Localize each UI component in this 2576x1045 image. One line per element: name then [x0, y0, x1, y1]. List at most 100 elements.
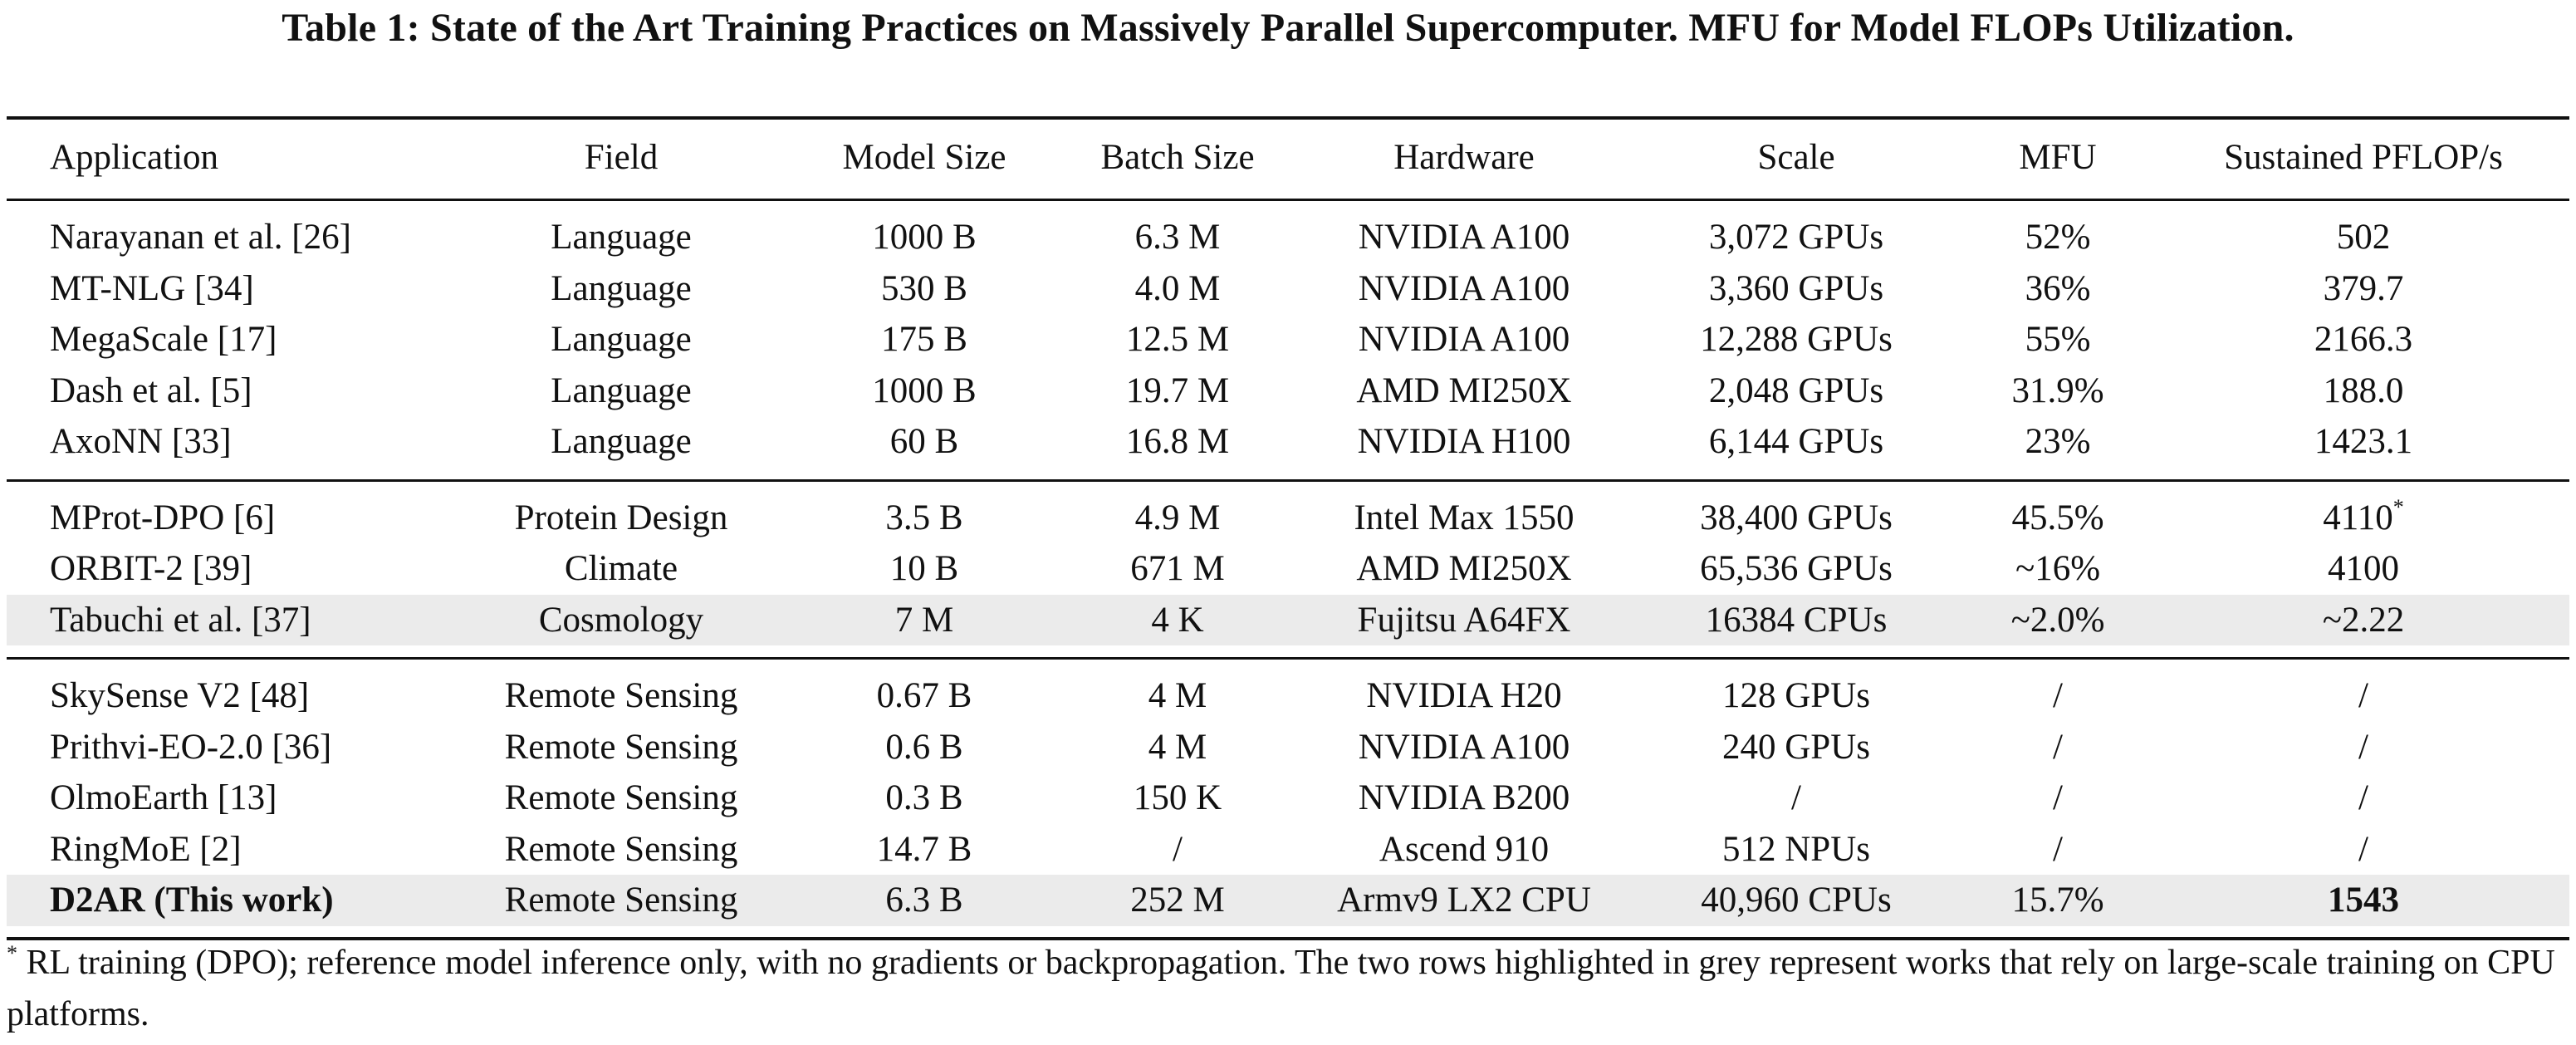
cell-model-size-text: 1000 B	[872, 370, 977, 410]
table-grid: Application Field Model Size Batch Size …	[7, 116, 2569, 939]
cell-application: Prithvi-EO-2.0 [36]	[7, 722, 455, 773]
cell-pflops-text: /	[2358, 676, 2368, 715]
cell-hardware: Ascend 910	[1294, 824, 1634, 876]
cell-mfu: /	[1958, 824, 2157, 876]
cell-hardware: NVIDIA A100	[1294, 722, 1634, 773]
table-row: MT-NLG [34] Language 530 B 4.0 M NVIDIA A100…	[7, 263, 2569, 315]
group-spacer	[7, 199, 2569, 212]
cell-application-text: AxoNN [33]	[50, 422, 232, 461]
cell-field: Remote Sensing	[455, 722, 787, 773]
cell-pflops-text: 188.0	[2323, 370, 2404, 410]
cell-batch-size-text: 16.8 M	[1125, 422, 1230, 461]
cell-model-size: 1000 B	[787, 212, 1061, 263]
cell-pflops: 188.0	[2157, 366, 2569, 417]
cell-scale: 65,536 GPUs	[1634, 543, 1958, 595]
table-row: ORBIT-2 [39] Climate 10 B 671 M AMD MI250X 65…	[7, 543, 2569, 595]
cell-pflops-text: ~2.22	[2322, 600, 2405, 640]
table-row: Tabuchi et al. [37] Cosmology 7 M 4 K Fujits…	[7, 594, 2569, 645]
cell-pflops: 4100	[2157, 543, 2569, 595]
cell-pflops: 4110*	[2157, 493, 2569, 544]
cell-application: D2AR (This work)	[7, 875, 455, 926]
cell-mfu-text: 23%	[2025, 422, 2091, 461]
cell-pflops: 2166.3	[2157, 314, 2569, 366]
cell-hardware-text: NVIDIA A100	[1358, 727, 1570, 767]
cell-model-size: 1000 B	[787, 366, 1061, 417]
cell-field: Protein Design	[455, 493, 787, 544]
cell-scale: /	[1634, 773, 1958, 824]
cell-mfu-text: ~16%	[2015, 549, 2101, 588]
cell-mfu: 31.9%	[1958, 366, 2157, 417]
cell-scale-text: 128 GPUs	[1721, 676, 1870, 715]
cell-field: Language	[455, 263, 787, 315]
cell-hardware: NVIDIA H100	[1294, 416, 1634, 468]
cell-application: Dash et al. [5]	[7, 366, 455, 417]
cell-mfu: 45.5%	[1958, 493, 2157, 544]
cell-model-size-text: 0.6 B	[885, 727, 963, 767]
cell-scale-text: 40,960 CPUs	[1701, 881, 1892, 920]
cell-batch-size: 4 K	[1061, 594, 1294, 645]
cell-scale: 128 GPUs	[1634, 670, 1958, 722]
cell-mfu: ~2.0%	[1958, 594, 2157, 645]
cell-mfu-text: /	[2053, 727, 2063, 767]
table-row: D2AR (This work) Remote Sensing 6.3 B 252 M…	[7, 875, 2569, 926]
group-separator-rule	[7, 657, 2569, 660]
cell-hardware-text: NVIDIA A100	[1358, 320, 1570, 359]
cell-pflops: /	[2157, 670, 2569, 722]
cell-scale: 3,360 GPUs	[1634, 263, 1958, 315]
cell-scale: 6,144 GPUs	[1634, 416, 1958, 468]
cell-field-text: Language	[551, 320, 692, 359]
cell-scale-text: 240 GPUs	[1721, 727, 1870, 767]
cell-model-size: 10 B	[787, 543, 1061, 595]
cell-hardware: NVIDIA H20	[1294, 670, 1634, 722]
col-header-field: Field	[584, 138, 659, 177]
cell-batch-size: 150 K	[1061, 773, 1294, 824]
cell-application: AxoNN [33]	[7, 416, 455, 468]
cell-field-text: Remote Sensing	[504, 676, 738, 715]
cell-field: Language	[455, 212, 787, 263]
cell-scale: 512 NPUs	[1634, 824, 1958, 876]
cell-hardware: NVIDIA A100	[1294, 263, 1634, 315]
cell-hardware: NVIDIA A100	[1294, 212, 1634, 263]
cell-pflops: 1543	[2157, 875, 2569, 926]
group-spacer	[7, 468, 2569, 480]
cell-pflops-text: 1423.1	[2314, 422, 2413, 461]
cell-mfu-text: 36%	[2025, 268, 2091, 308]
cell-mfu-text: 31.9%	[2011, 370, 2104, 410]
cell-field-text: Remote Sensing	[504, 881, 738, 920]
cell-application: MegaScale [17]	[7, 314, 455, 366]
cell-pflops-text: 1543	[2328, 881, 2399, 920]
cell-model-size: 6.3 B	[787, 875, 1061, 926]
cell-field: Language	[455, 416, 787, 468]
cell-scale-text: 3,072 GPUs	[1708, 218, 1884, 257]
cell-application-text: RingMoE [2]	[50, 829, 242, 869]
cell-scale: 12,288 GPUs	[1634, 314, 1958, 366]
cell-field-text: Protein Design	[514, 498, 728, 537]
cell-scale: 240 GPUs	[1634, 722, 1958, 773]
group-spacer	[7, 658, 2569, 670]
cell-batch-size: 6.3 M	[1061, 212, 1294, 263]
cell-application-text: Tabuchi et al. [37]	[50, 600, 311, 640]
col-header-application: Application	[50, 138, 219, 177]
cell-scale: 38,400 GPUs	[1634, 493, 1958, 544]
cell-scale-text: /	[1791, 778, 1801, 817]
table-row: RingMoE [2] Remote Sensing 14.7 B / Ascend 9…	[7, 824, 2569, 876]
cell-scale: 16384 CPUs	[1634, 594, 1958, 645]
table-footnote: * RL training (DPO); reference model inf…	[7, 937, 2569, 1040]
col-header-batch-size: Batch Size	[1100, 138, 1255, 177]
cell-pflops: 1423.1	[2157, 416, 2569, 468]
cell-pflops-text: 4110	[2323, 498, 2393, 537]
cell-pflops: 379.7	[2157, 263, 2569, 315]
cell-application: Tabuchi et al. [37]	[7, 594, 455, 645]
cell-batch-size: 16.8 M	[1061, 416, 1294, 468]
cell-model-size-text: 60 B	[889, 422, 959, 461]
cell-hardware: AMD MI250X	[1294, 543, 1634, 595]
footnote-mark: *	[7, 941, 17, 965]
cell-hardware-text: NVIDIA B200	[1358, 778, 1570, 817]
cell-scale-text: 2,048 GPUs	[1708, 370, 1884, 410]
table-top-rule	[7, 116, 2569, 120]
cell-application: MT-NLG [34]	[7, 263, 455, 315]
cell-pflops-text: 379.7	[2323, 268, 2404, 308]
cell-hardware-text: Ascend 910	[1379, 829, 1550, 869]
col-header-model-size: Model Size	[842, 138, 1006, 177]
cell-field-text: Climate	[564, 549, 678, 588]
